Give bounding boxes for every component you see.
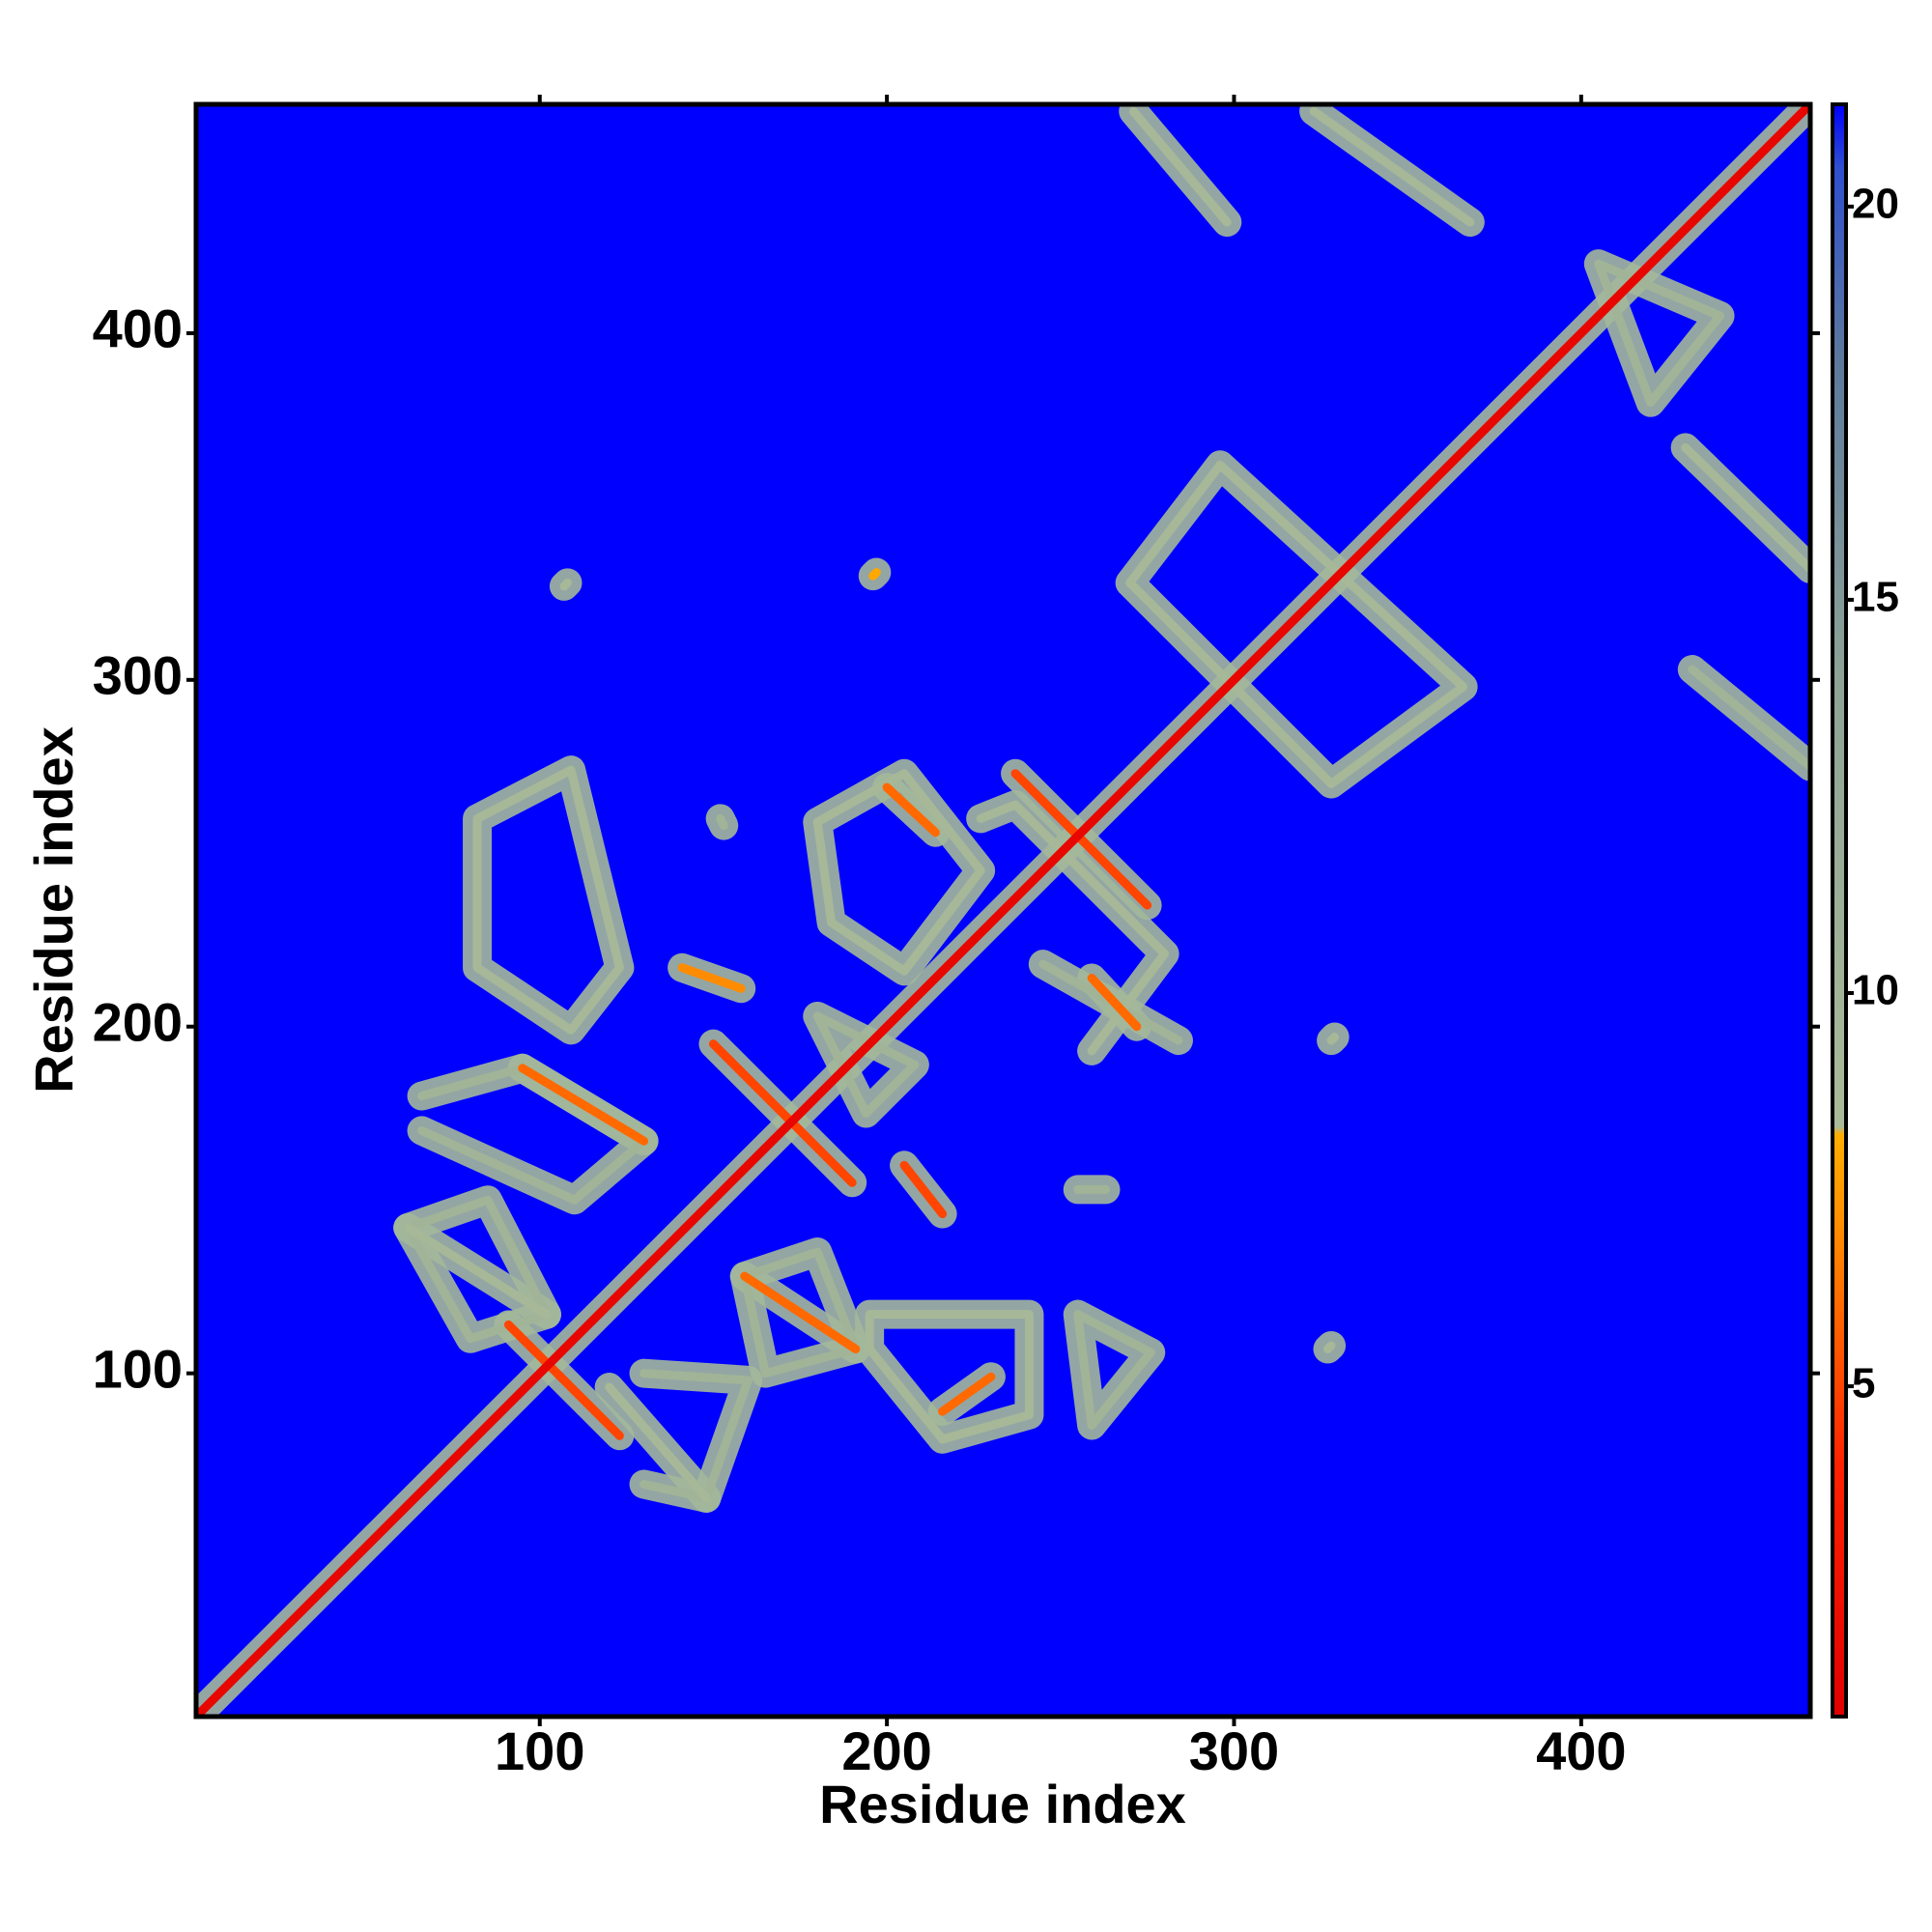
contact xyxy=(899,1160,948,1219)
plot-frame xyxy=(193,101,1813,1719)
colorbar-tick-label: 10 xyxy=(1852,967,1899,1014)
contact xyxy=(1128,106,1232,227)
contact xyxy=(1326,1033,1340,1045)
colorbar-tick-label: 5 xyxy=(1852,1360,1875,1407)
contact xyxy=(518,1064,649,1146)
contact xyxy=(1087,973,1142,1032)
contact xyxy=(865,1310,1034,1444)
x-tick-label: 300 xyxy=(1189,1720,1279,1781)
contact xyxy=(503,1320,624,1440)
contact xyxy=(1688,665,1810,772)
contact xyxy=(1681,442,1810,574)
contact xyxy=(1125,460,1468,788)
contact xyxy=(812,1011,920,1118)
x-tick-label: 400 xyxy=(1536,1720,1626,1781)
x-axis-title: Residue index xyxy=(819,1774,1186,1834)
contact xyxy=(1322,1341,1336,1354)
contact xyxy=(868,568,881,581)
contact xyxy=(1594,259,1725,408)
contact xyxy=(1073,1310,1155,1431)
contact xyxy=(403,1223,552,1320)
contact xyxy=(882,782,940,838)
contact xyxy=(559,578,573,591)
contact xyxy=(472,765,624,1035)
contact xyxy=(976,800,1170,1056)
y-tick-label: 100 xyxy=(93,1338,183,1399)
contact xyxy=(196,104,1810,1717)
contact xyxy=(938,1372,996,1416)
y-tick-label: 400 xyxy=(93,298,183,359)
contact xyxy=(740,1271,861,1354)
colorbar xyxy=(1831,102,1848,1719)
contact xyxy=(1309,106,1475,227)
contact-layer xyxy=(196,104,1810,1717)
contact xyxy=(1010,769,1152,910)
x-tick-label: 100 xyxy=(495,1720,584,1781)
colorbar-tick-label: 20 xyxy=(1852,180,1899,227)
y-tick-label: 300 xyxy=(93,645,183,706)
y-tick-label: 200 xyxy=(93,992,183,1053)
contact xyxy=(677,963,746,993)
contact xyxy=(812,769,985,976)
contact xyxy=(605,1382,711,1503)
y-axis-title: Residue index xyxy=(23,726,84,1094)
contact xyxy=(708,1039,857,1187)
contact xyxy=(716,813,728,831)
colorbar-tick-label: 15 xyxy=(1852,574,1899,621)
contact xyxy=(639,1369,753,1503)
x-tick-label: 200 xyxy=(841,1720,931,1781)
